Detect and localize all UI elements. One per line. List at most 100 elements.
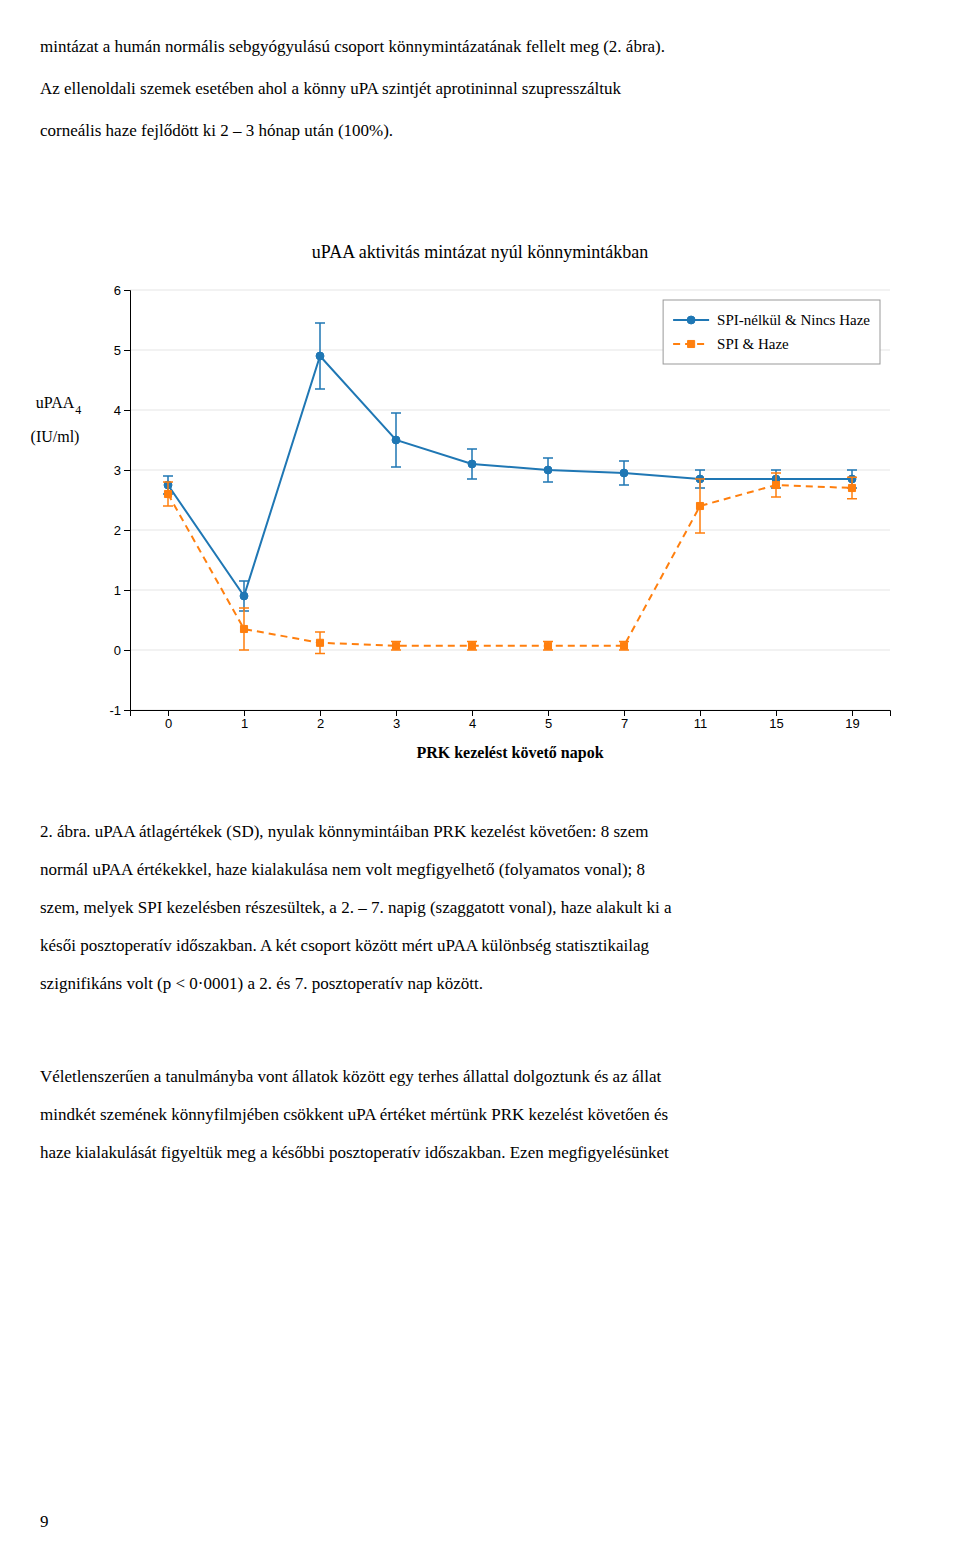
body-text: mintázat a humán normális sebgyógyulású … bbox=[40, 37, 665, 56]
legend-box bbox=[663, 300, 880, 364]
error-bar bbox=[391, 642, 401, 650]
error-bar bbox=[543, 458, 553, 482]
tick: 6 bbox=[114, 283, 130, 298]
error-bar bbox=[315, 323, 325, 389]
tick-label: 11 bbox=[694, 716, 708, 731]
error-bar bbox=[543, 642, 553, 650]
tick: 2 bbox=[317, 710, 324, 731]
marker bbox=[240, 592, 248, 600]
chart-title: uPAA aktivitás mintázat nyúl könnyminták… bbox=[312, 242, 648, 262]
tick: 3 bbox=[393, 710, 400, 731]
y-axis-label: uPAA bbox=[36, 394, 75, 411]
body-text: mindkét szemének könnyfilmjében csökkent… bbox=[40, 1105, 668, 1124]
marker bbox=[468, 460, 476, 468]
legend: SPI-nélkül & Nincs Haze SPI & Haze bbox=[663, 300, 880, 364]
tick: 1 bbox=[241, 710, 248, 731]
error-bar bbox=[239, 608, 249, 650]
tick-mark bbox=[472, 710, 473, 716]
legend-item: SPI-nélkül & Nincs Haze bbox=[673, 312, 870, 328]
series bbox=[163, 323, 857, 611]
body-text: Véletlenszerűen a tanulmányba vont állat… bbox=[40, 1067, 661, 1086]
error-bar bbox=[315, 632, 325, 654]
tick-label: 2 bbox=[317, 716, 324, 731]
series bbox=[163, 473, 857, 654]
series-line bbox=[168, 356, 852, 596]
marker bbox=[392, 436, 400, 444]
tick: 0 bbox=[114, 643, 130, 658]
body-text: Az ellenoldali szemek esetében ahol a kö… bbox=[40, 79, 621, 98]
error-bar bbox=[467, 642, 477, 650]
tick-label: 3 bbox=[114, 463, 121, 478]
error-bar bbox=[771, 473, 781, 497]
tick-label: 1 bbox=[114, 583, 121, 598]
plot-marks bbox=[163, 323, 857, 654]
body-text: normál uPAA értékekkel, haze kialakulása… bbox=[40, 860, 645, 879]
tick-mark bbox=[548, 710, 549, 716]
body-text: szignifikáns volt (p < 0·0001) a 2. és 7… bbox=[40, 974, 483, 993]
tick-mark bbox=[124, 290, 130, 291]
tick-mark bbox=[776, 710, 777, 716]
tick: -1 bbox=[109, 703, 130, 718]
tick-mark bbox=[124, 710, 130, 711]
body-text: corneális haze fejlődött ki 2 – 3 hónap … bbox=[40, 121, 393, 140]
tick: 4 bbox=[114, 403, 130, 418]
grid-line bbox=[130, 530, 890, 531]
marker bbox=[848, 484, 855, 491]
error-bar bbox=[619, 642, 629, 650]
tick-mark bbox=[124, 350, 130, 351]
tick-label: 0 bbox=[165, 716, 172, 731]
error-bar bbox=[239, 581, 249, 611]
tick: 1 bbox=[114, 583, 130, 598]
tick: 2 bbox=[114, 523, 130, 538]
tick: 7 bbox=[621, 710, 628, 731]
tick-mark bbox=[124, 410, 130, 411]
y-axis: -1 0 1 2 3 4 5 6 bbox=[109, 283, 130, 718]
tick-label: -1 bbox=[109, 703, 121, 718]
marker bbox=[772, 481, 779, 488]
grid bbox=[130, 290, 890, 710]
tick-label: 5 bbox=[114, 343, 121, 358]
tick: 4 bbox=[469, 710, 476, 731]
error-bar bbox=[847, 477, 857, 499]
legend-marker bbox=[687, 316, 695, 324]
error-bar bbox=[467, 449, 477, 479]
tick-label: 2 bbox=[114, 523, 121, 538]
page-number: 9 bbox=[40, 1512, 49, 1531]
series-line bbox=[168, 485, 852, 646]
x-axis-label: PRK kezelést követő napok bbox=[416, 744, 603, 762]
chart: -1 0 1 2 3 4 5 6 0 1 2 3 4 5 7 11 15 19 PRK kezelést követ… bbox=[31, 283, 891, 762]
tick-mark bbox=[396, 710, 397, 716]
marker bbox=[316, 352, 324, 360]
x-axis: 0 1 2 3 4 5 7 11 15 19 bbox=[131, 710, 891, 731]
tick-mark bbox=[852, 710, 853, 716]
tick: 19 bbox=[845, 710, 859, 731]
grid-line bbox=[130, 410, 890, 411]
tick-mark bbox=[124, 590, 130, 591]
tick: 5 bbox=[114, 343, 130, 358]
grid-line bbox=[130, 290, 890, 291]
tick-label: 7 bbox=[621, 716, 628, 731]
axis-line bbox=[131, 711, 891, 717]
marker bbox=[620, 469, 628, 477]
tick-mark bbox=[244, 710, 245, 716]
marker bbox=[544, 466, 552, 474]
marker bbox=[240, 625, 247, 632]
marker bbox=[164, 490, 171, 497]
legend-marker bbox=[688, 340, 695, 347]
legend-label: SPI & Haze bbox=[717, 336, 789, 352]
y-axis-label-unit: (IU/ml) bbox=[31, 428, 80, 446]
axis-line bbox=[124, 291, 131, 711]
legend-item: SPI & Haze bbox=[673, 336, 789, 352]
tick-label: 4 bbox=[469, 716, 476, 731]
tick-label: 19 bbox=[845, 716, 859, 731]
body-text: haze kialakulását figyeltük meg a később… bbox=[40, 1143, 669, 1162]
y-axis-label-subscript: 4 bbox=[75, 403, 81, 417]
body-text: 2. ábra. uPAA átlagértékek (SD), nyulak … bbox=[40, 822, 648, 841]
tick: 15 bbox=[769, 710, 783, 731]
marker bbox=[468, 642, 475, 649]
tick: 11 bbox=[694, 710, 708, 731]
tick-label: 1 bbox=[241, 716, 248, 731]
tick-mark bbox=[124, 470, 130, 471]
tick-mark bbox=[124, 530, 130, 531]
tick-label: 5 bbox=[545, 716, 552, 731]
